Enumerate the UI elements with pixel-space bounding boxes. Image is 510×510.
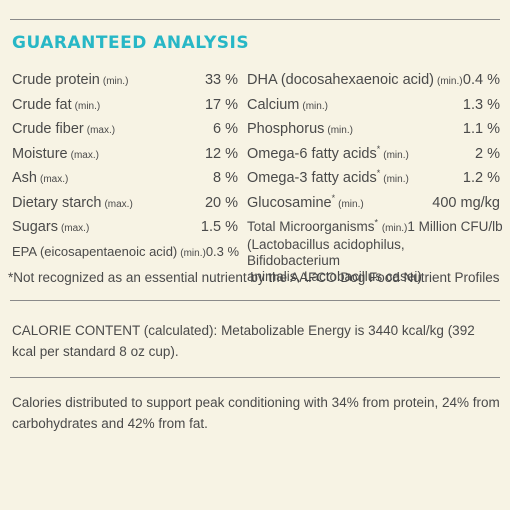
nutrient-value: 400 mg/kg [432, 194, 500, 211]
nutrient-qualifier: (max.) [70, 149, 99, 161]
nutrient-qualifier: (min.) [437, 76, 463, 87]
analysis-row-epa: EPA (eicosapentaenoic acid) (min.) 0.3 % [12, 243, 240, 269]
nutrient-name: Crude fiber [12, 121, 84, 137]
footnote-marker: * [376, 143, 381, 154]
nutrient-name: Crude protein [12, 72, 100, 88]
analysis-row-crude-fiber: Crude fiber (max.) 6 % [12, 121, 238, 146]
nutrient-qualifier: (min.) [180, 247, 206, 259]
nutrient-name: Sugars [12, 219, 58, 235]
nutrient-name: EPA (eicosapentaenoic acid) [12, 243, 178, 259]
divider [10, 300, 500, 301]
nutrient-value: 6 % [213, 121, 238, 137]
nutrient-value: 1.3 % [462, 96, 500, 113]
analysis-row-microorganisms: Total Microorganisms* (min.) 1 Million C… [247, 217, 503, 285]
footnote: *Not recognized as an essential nutrient… [8, 270, 500, 285]
nutrient-value: 8 % [213, 170, 238, 186]
nutrient-name: Total Microorganisms [247, 219, 375, 234]
nutrient-value: 0.3 % [205, 243, 240, 259]
footnote-marker: * [331, 192, 336, 203]
analysis-row-glucosamine: Glucosamine* (min.) 400 mg/kg [247, 192, 500, 220]
nutrient-qualifier: (min.) [302, 100, 328, 112]
nutrient-qualifier: (min.) [74, 100, 101, 112]
nutrient-value: 1.1 % [462, 121, 500, 137]
nutrient-qualifier: (min.) [383, 149, 409, 161]
calorie-content-label: CALORIE CONTENT (calculated): [12, 323, 218, 338]
nutrient-value: 1 Million CFU/lb [407, 219, 503, 234]
nutrient-name: Dietary starch [12, 194, 102, 211]
nutrient-value: 0.4 % [462, 72, 500, 88]
analysis-row-phosphorus: Phosphorus (min.) 1.1 % [247, 121, 500, 146]
nutrient-value: 1.2 % [462, 170, 500, 186]
footnote-marker: * [376, 168, 381, 179]
analysis-row-calcium: Calcium (min.) 1.3 % [247, 97, 500, 122]
nutrient-value: 33 % [204, 72, 238, 88]
calorie-content-text: Metabolizable Energy is 3440 kcal/kg (39… [12, 323, 475, 359]
top-divider [10, 19, 500, 20]
microorganism-strains-line-1: (Lactobacillus acidophilus, Bifidobacter… [247, 237, 405, 268]
analysis-row-sugars: Sugars (max.) 1.5 % [12, 219, 238, 244]
nutrient-qualifier: (min.) [383, 174, 409, 185]
nutrient-qualifier: (max.) [104, 198, 133, 210]
nutrient-name: Ash [12, 170, 37, 186]
footnote-marker: * [374, 217, 379, 228]
nutrient-qualifier: (min.) [381, 223, 408, 234]
nutrient-name: Omega-3 fatty acids [247, 170, 377, 186]
nutrient-name: Glucosamine [247, 194, 332, 211]
nutrient-value: 17 % [204, 96, 238, 113]
analysis-row-dha: DHA (docosahexaenoic acid) (min.) 0.4 % [247, 72, 500, 97]
analysis-row-omega-6: Omega-6 fatty acids* (min.) 2 % [247, 143, 500, 171]
nutrient-qualifier: (max.) [86, 125, 116, 136]
nutrient-qualifier: (min.) [327, 125, 353, 136]
nutrient-name: Omega-6 fatty acids [247, 145, 377, 162]
nutrient-name: DHA (docosahexaenoic acid) [247, 72, 434, 88]
nutrient-name: Phosphorus [247, 121, 325, 137]
nutrient-name: Moisture [12, 145, 68, 162]
nutrient-qualifier: (min.) [102, 76, 129, 87]
analysis-left-column: Crude protein (min.) 33 % Crude fat (min.)… [12, 72, 240, 269]
analysis-row-ash: Ash (max.) 8 % [12, 170, 238, 195]
divider [10, 377, 500, 378]
nutrient-name: Calcium [247, 96, 300, 113]
section-title: GUARANTEED ANALYSIS [12, 33, 250, 53]
analysis-right-column: DHA (docosahexaenoic acid) (min.) 0.4 % C… [247, 72, 503, 285]
calorie-content: CALORIE CONTENT (calculated): Metaboliza… [12, 320, 500, 362]
analysis-row-dietary-starch: Dietary starch (max.) 20 % [12, 195, 238, 220]
nutrient-value: 20 % [204, 194, 238, 211]
nutrient-value: 1.5 % [200, 219, 238, 235]
calorie-distribution: Calories distributed to support peak con… [12, 395, 500, 431]
analysis-row-crude-protein: Crude protein (min.) 33 % [12, 72, 238, 97]
nutrient-value: 2 % [475, 145, 500, 162]
analysis-row-omega-3: Omega-3 fatty acids* (min.) 1.2 % [247, 168, 500, 195]
analysis-row-crude-fat: Crude fat (min.) 17 % [12, 97, 238, 122]
microorganism-strains-line-2: animalis, Lactobacillus casei) [247, 269, 422, 284]
nutrient-value: 12 % [204, 145, 238, 162]
nutrient-qualifier: (min.) [338, 198, 364, 210]
nutrient-qualifier: (max.) [60, 223, 90, 234]
nutrient-qualifier: (max.) [40, 174, 69, 185]
nutrient-name: Crude fat [12, 96, 72, 113]
analysis-row-moisture: Moisture (max.) 12 % [12, 146, 238, 171]
